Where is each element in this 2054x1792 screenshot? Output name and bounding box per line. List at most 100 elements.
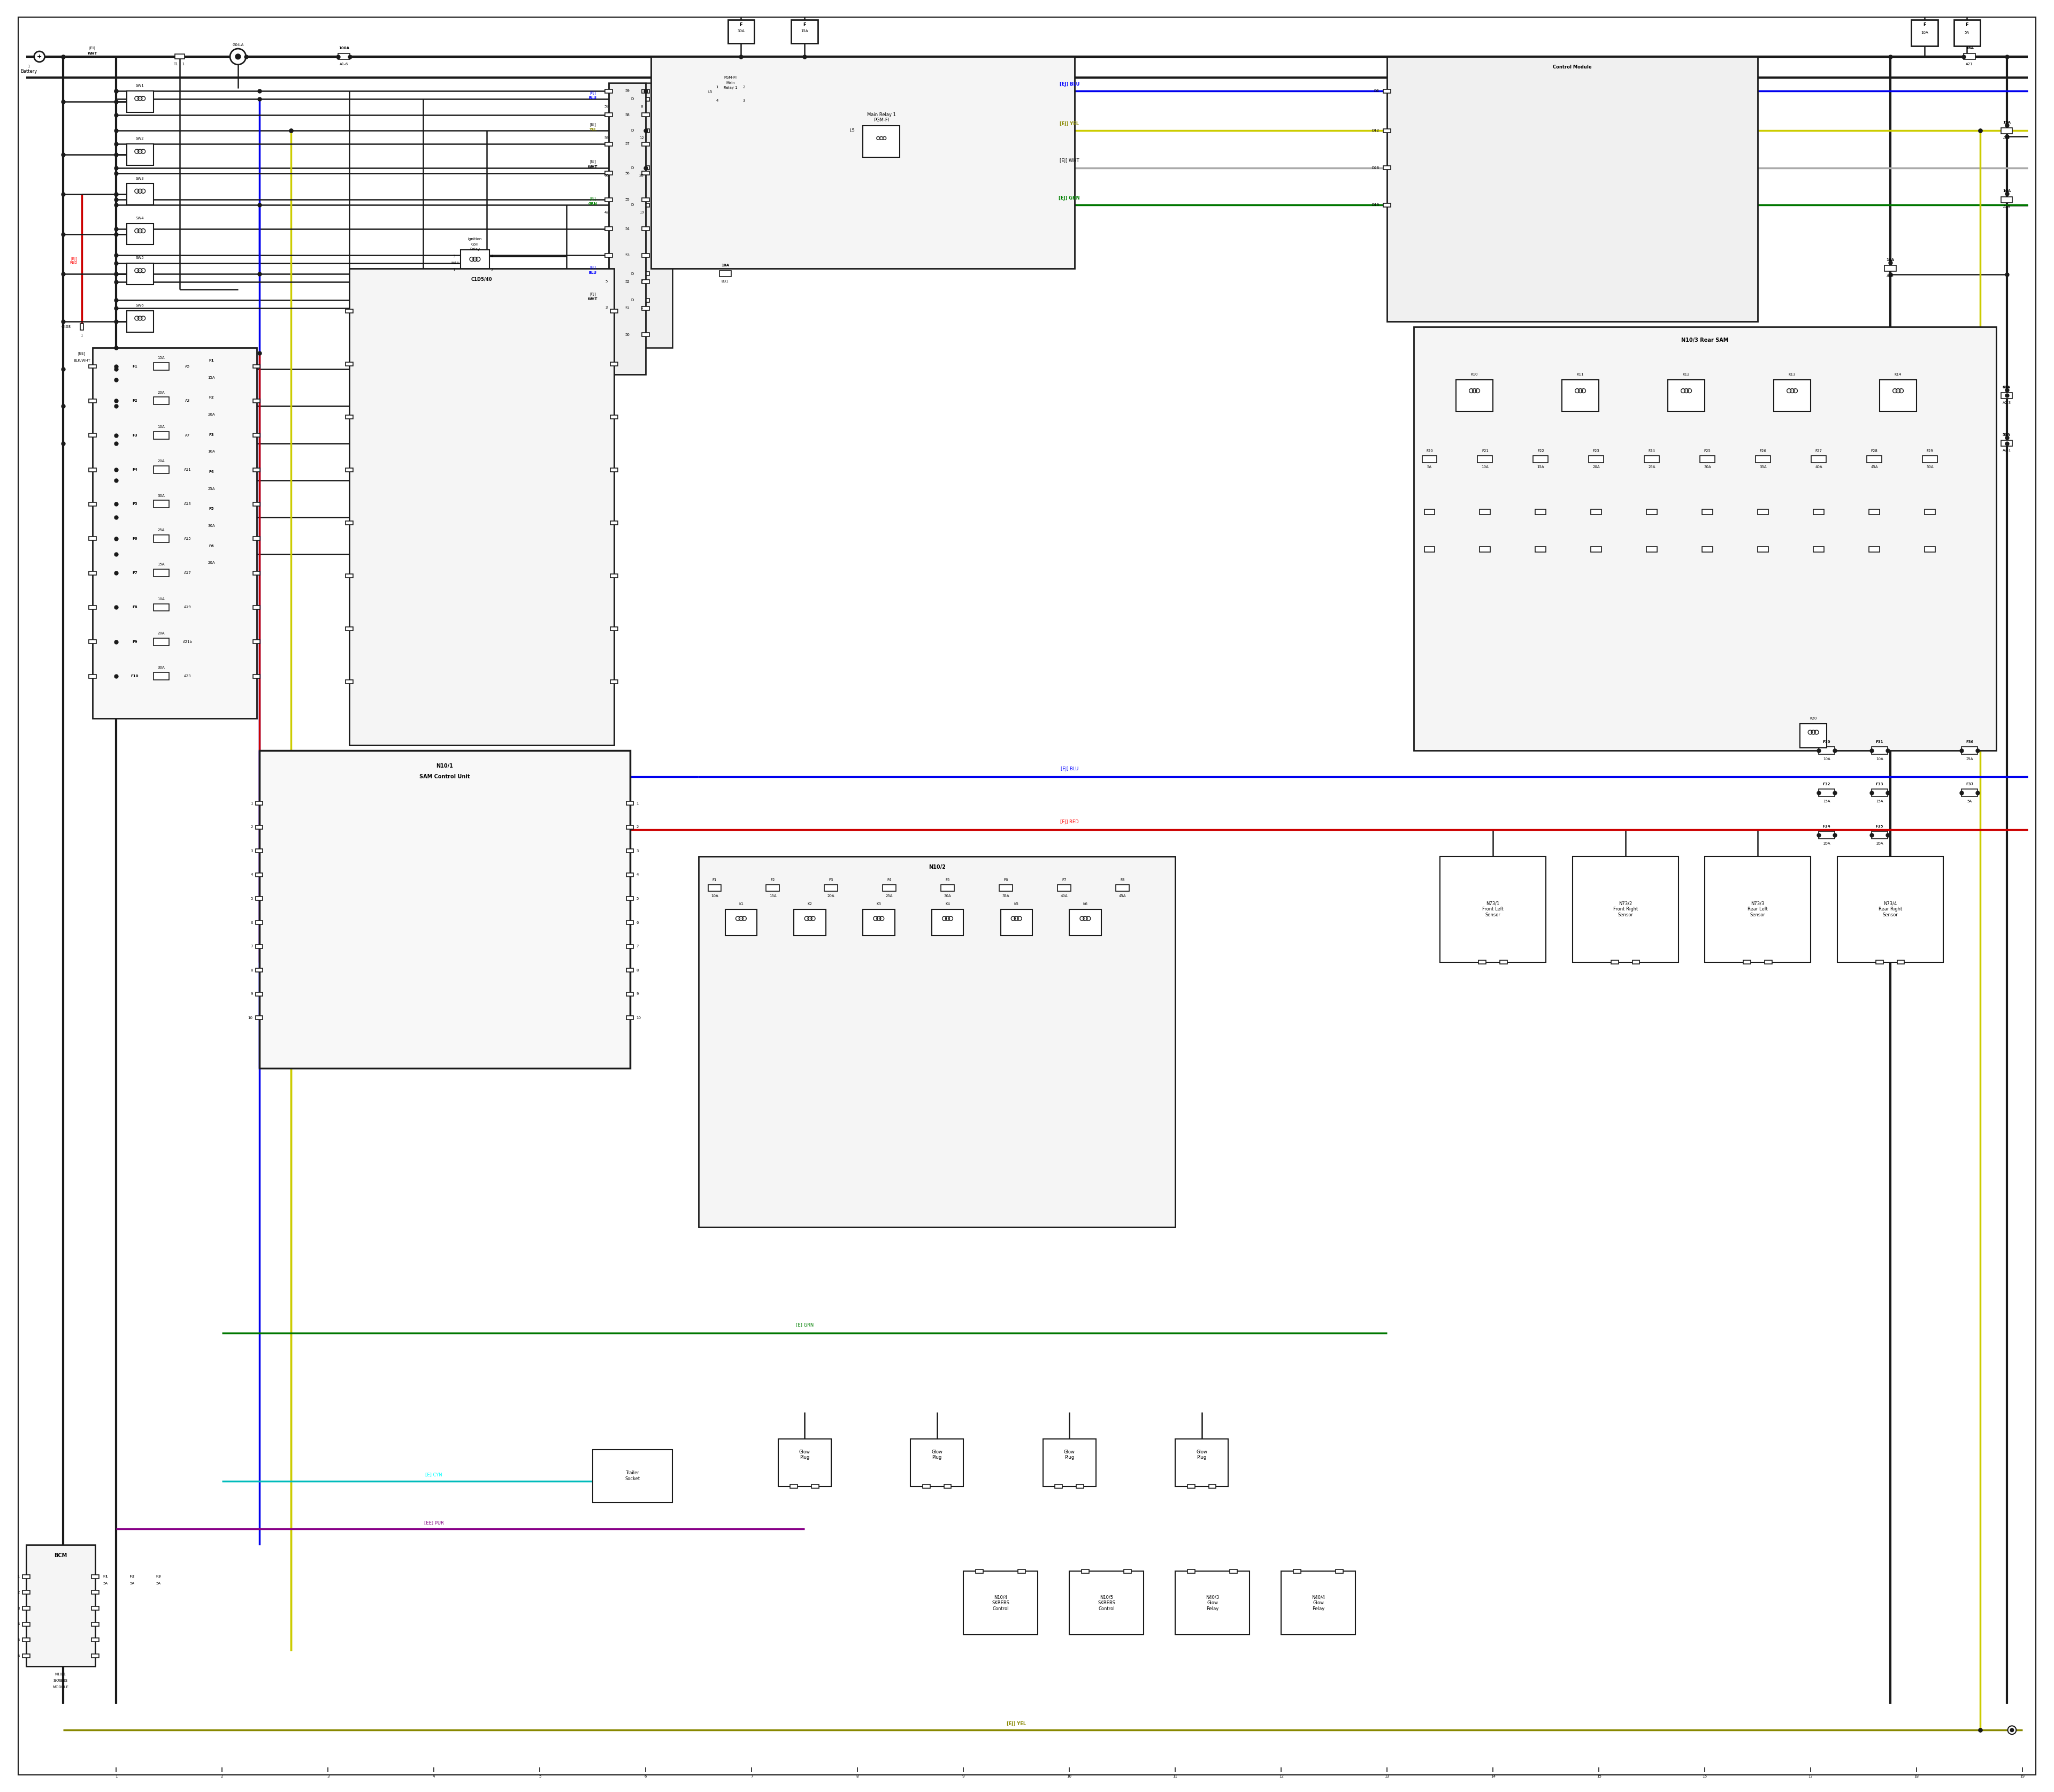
Bar [88,640,97,643]
Bar [1456,380,1493,412]
Text: [EE]: [EE] [78,351,86,355]
Text: PGM-FI: PGM-FI [725,77,737,79]
Text: SW3: SW3 [136,177,144,179]
Text: 30A: 30A [737,30,746,32]
Bar [205,514,218,521]
Text: 20A: 20A [207,412,216,416]
Text: N10/3 Rear SAM: N10/3 Rear SAM [1680,337,1729,342]
Text: SKREBS: SKREBS [53,1679,68,1683]
Text: 1: 1 [80,333,82,337]
Bar [1421,455,1438,462]
Text: [EJ] BLU: [EJ] BLU [1060,767,1078,771]
Text: 20A: 20A [158,391,164,394]
Bar [606,142,612,145]
Bar [345,627,353,631]
Bar [1703,547,1713,552]
Text: D19: D19 [1372,202,1378,206]
Bar [626,993,633,996]
Bar [90,1622,99,1625]
Text: 42: 42 [604,211,608,213]
Text: F: F [1966,23,1968,27]
Bar [253,674,261,677]
Bar [1898,961,1904,964]
Bar [23,1622,31,1625]
Text: 15A: 15A [1536,466,1545,470]
Bar [1756,455,1771,462]
Bar [345,573,353,577]
Text: Main: Main [725,81,735,84]
Bar [1423,547,1436,552]
Text: 51: 51 [624,306,631,310]
Text: A19: A19 [185,606,191,609]
Text: 30A: 30A [945,894,951,898]
Bar [863,125,900,158]
Bar [88,606,97,609]
Text: L5: L5 [709,91,713,93]
Text: D: D [631,299,635,301]
Bar [205,439,218,446]
Bar [643,228,649,231]
Bar [23,1606,31,1611]
Text: 4: 4 [717,99,719,102]
Text: M44: M44 [452,262,458,265]
Bar [610,272,618,276]
Text: 9: 9 [251,993,253,996]
Bar [1867,455,1881,462]
Bar [606,333,612,337]
Text: F32: F32 [1822,783,1830,787]
Text: 30A: 30A [207,525,216,527]
Bar [154,604,168,611]
Bar [643,142,649,145]
Bar [1964,54,1976,59]
Text: A2-3: A2-3 [2003,401,2011,405]
Text: K1: K1 [739,903,744,905]
Text: 35A: 35A [1002,894,1009,898]
Bar [883,885,896,891]
Bar [255,993,263,996]
Bar [1423,509,1436,514]
Text: 5A: 5A [156,1582,160,1584]
Text: 3: 3 [637,849,639,853]
Text: 15A: 15A [158,357,164,360]
Bar [1610,961,1619,964]
Bar [606,172,612,176]
Bar [345,362,353,366]
Text: 4: 4 [433,1776,435,1778]
Bar [154,362,168,371]
Bar [1590,455,1604,462]
Text: [EJ]: [EJ] [589,265,596,269]
Bar [88,434,97,437]
Bar [998,885,1013,891]
Text: 59: 59 [604,136,608,140]
Text: 7: 7 [750,1776,754,1778]
Bar [1879,380,1916,412]
Bar [205,477,218,484]
Text: 56: 56 [624,172,631,176]
Text: A22: A22 [2003,136,2011,140]
Text: 5A: 5A [1964,30,1970,34]
Bar [1814,547,1824,552]
Bar [127,263,154,285]
Bar [255,968,263,971]
Text: B31: B31 [721,280,729,283]
Bar [1953,20,1980,47]
Bar [345,521,353,525]
Text: 2: 2 [18,1591,21,1595]
Bar [349,269,614,745]
Bar [1175,1572,1249,1634]
Text: 18: 18 [1914,1776,1918,1778]
Text: 35A: 35A [1760,466,1766,470]
Bar [1925,547,1935,552]
Text: [EJ]
RED: [EJ] RED [70,256,78,263]
Text: Battery: Battery [21,70,37,73]
Text: [EJ]: [EJ] [589,159,596,163]
Bar [610,416,618,419]
Text: Ignition: Ignition [468,238,483,240]
Text: 59: 59 [624,90,631,93]
Bar [1703,509,1713,514]
Text: 2: 2 [222,1776,224,1778]
Text: 2: 2 [491,269,493,272]
Text: 58: 58 [624,113,631,116]
Text: A1-6: A1-6 [339,63,349,66]
Bar [610,97,618,100]
